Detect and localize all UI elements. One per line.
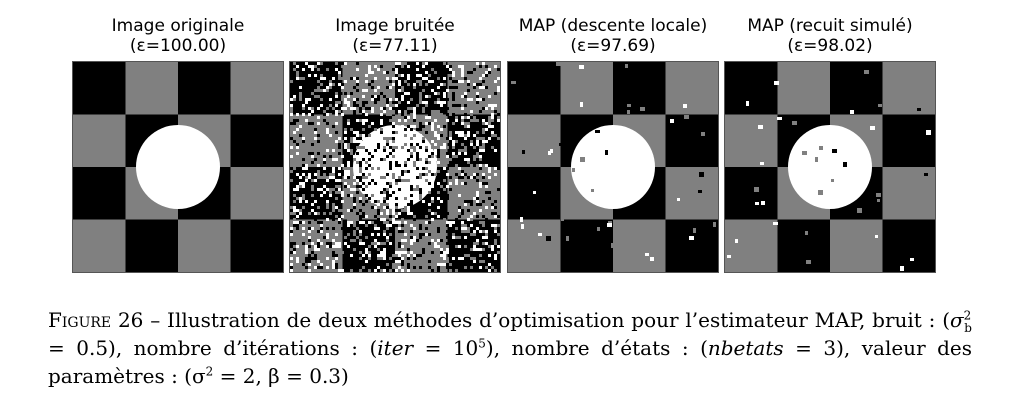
checker-cell bbox=[508, 62, 561, 115]
iter-exp: 5 bbox=[478, 336, 486, 351]
checker-cell bbox=[230, 219, 283, 272]
checker-cell bbox=[665, 167, 718, 220]
panel-title: MAP (recuit simulé) bbox=[747, 16, 913, 36]
checker-cell bbox=[725, 62, 778, 115]
white-disk bbox=[788, 125, 872, 209]
checker-cell bbox=[725, 167, 778, 220]
checker-cell bbox=[73, 219, 126, 272]
map-annealing-image bbox=[724, 61, 936, 273]
panel-epsilon: (ε=77.11) bbox=[352, 36, 438, 56]
checker-cell bbox=[178, 219, 231, 272]
panel-epsilon: (ε=98.02) bbox=[787, 36, 873, 56]
caption-text: = 10 bbox=[413, 336, 479, 360]
sigma-sup: 2 bbox=[205, 364, 214, 379]
checker-cell bbox=[508, 114, 561, 167]
noisy-image bbox=[289, 61, 501, 273]
figure-caption: Figure 26 – Illustration de deux méthode… bbox=[48, 306, 972, 390]
checker-cell bbox=[830, 219, 883, 272]
sigma-b-symbol: σ bbox=[950, 308, 964, 332]
checker-cell bbox=[560, 219, 613, 272]
caption-text: = 0.5), nombre d’itérations : ( bbox=[48, 336, 378, 360]
checker-cell bbox=[777, 62, 830, 115]
residual-artifacts bbox=[511, 62, 716, 267]
map-local-image bbox=[507, 61, 719, 273]
caption-sep: – bbox=[143, 308, 168, 332]
residual-artifacts bbox=[727, 68, 931, 271]
white-disk bbox=[571, 125, 655, 209]
panel-epsilon: (ε=100.00) bbox=[129, 36, 227, 56]
checker-cell bbox=[830, 62, 883, 115]
caption-text: = 3), valeur des paramètres : (σ bbox=[48, 336, 973, 388]
checker-cell bbox=[73, 62, 126, 115]
iter-var: iter bbox=[377, 336, 414, 360]
checker-cell bbox=[73, 167, 126, 220]
panel-title: MAP (descente locale) bbox=[518, 16, 708, 36]
checker-cell bbox=[665, 114, 718, 167]
checker-cell bbox=[725, 114, 778, 167]
checker-cell bbox=[777, 219, 830, 272]
sigma-b-sub: b bbox=[964, 321, 972, 335]
checker-cell bbox=[178, 62, 231, 115]
checker-cell bbox=[230, 167, 283, 220]
checker-cell bbox=[230, 114, 283, 167]
nbetats-var: nbetats bbox=[707, 336, 784, 360]
caption-text: ), nombre d’états : ( bbox=[485, 336, 708, 360]
white-disk bbox=[136, 125, 220, 209]
checker-cell bbox=[73, 114, 126, 167]
checker-cell bbox=[560, 62, 613, 115]
checker-cell bbox=[882, 62, 935, 115]
checker-cell bbox=[125, 62, 178, 115]
panel-title: Image originale bbox=[111, 16, 245, 36]
checker-cell bbox=[125, 219, 178, 272]
checker-cell bbox=[665, 219, 718, 272]
checker-cell bbox=[882, 219, 935, 272]
panel-title: Image bruitée bbox=[335, 16, 455, 36]
checker-cell bbox=[230, 62, 283, 115]
caption-text: Illustration de deux méthodes d’optimisa… bbox=[167, 308, 950, 332]
original-image bbox=[72, 61, 284, 273]
checker-cell bbox=[613, 62, 666, 115]
checker-cell bbox=[665, 62, 718, 115]
caption-label: Figure 26 bbox=[48, 308, 144, 332]
panel-epsilon: (ε=97.69) bbox=[570, 36, 656, 56]
caption-text: = 2, β = 0.3) bbox=[213, 364, 349, 388]
checker-cell bbox=[882, 114, 935, 167]
checker-cell bbox=[725, 219, 778, 272]
sigma-b-sup: 2 bbox=[963, 308, 972, 323]
noise-pixels bbox=[290, 62, 500, 272]
checker-cell bbox=[613, 219, 666, 272]
